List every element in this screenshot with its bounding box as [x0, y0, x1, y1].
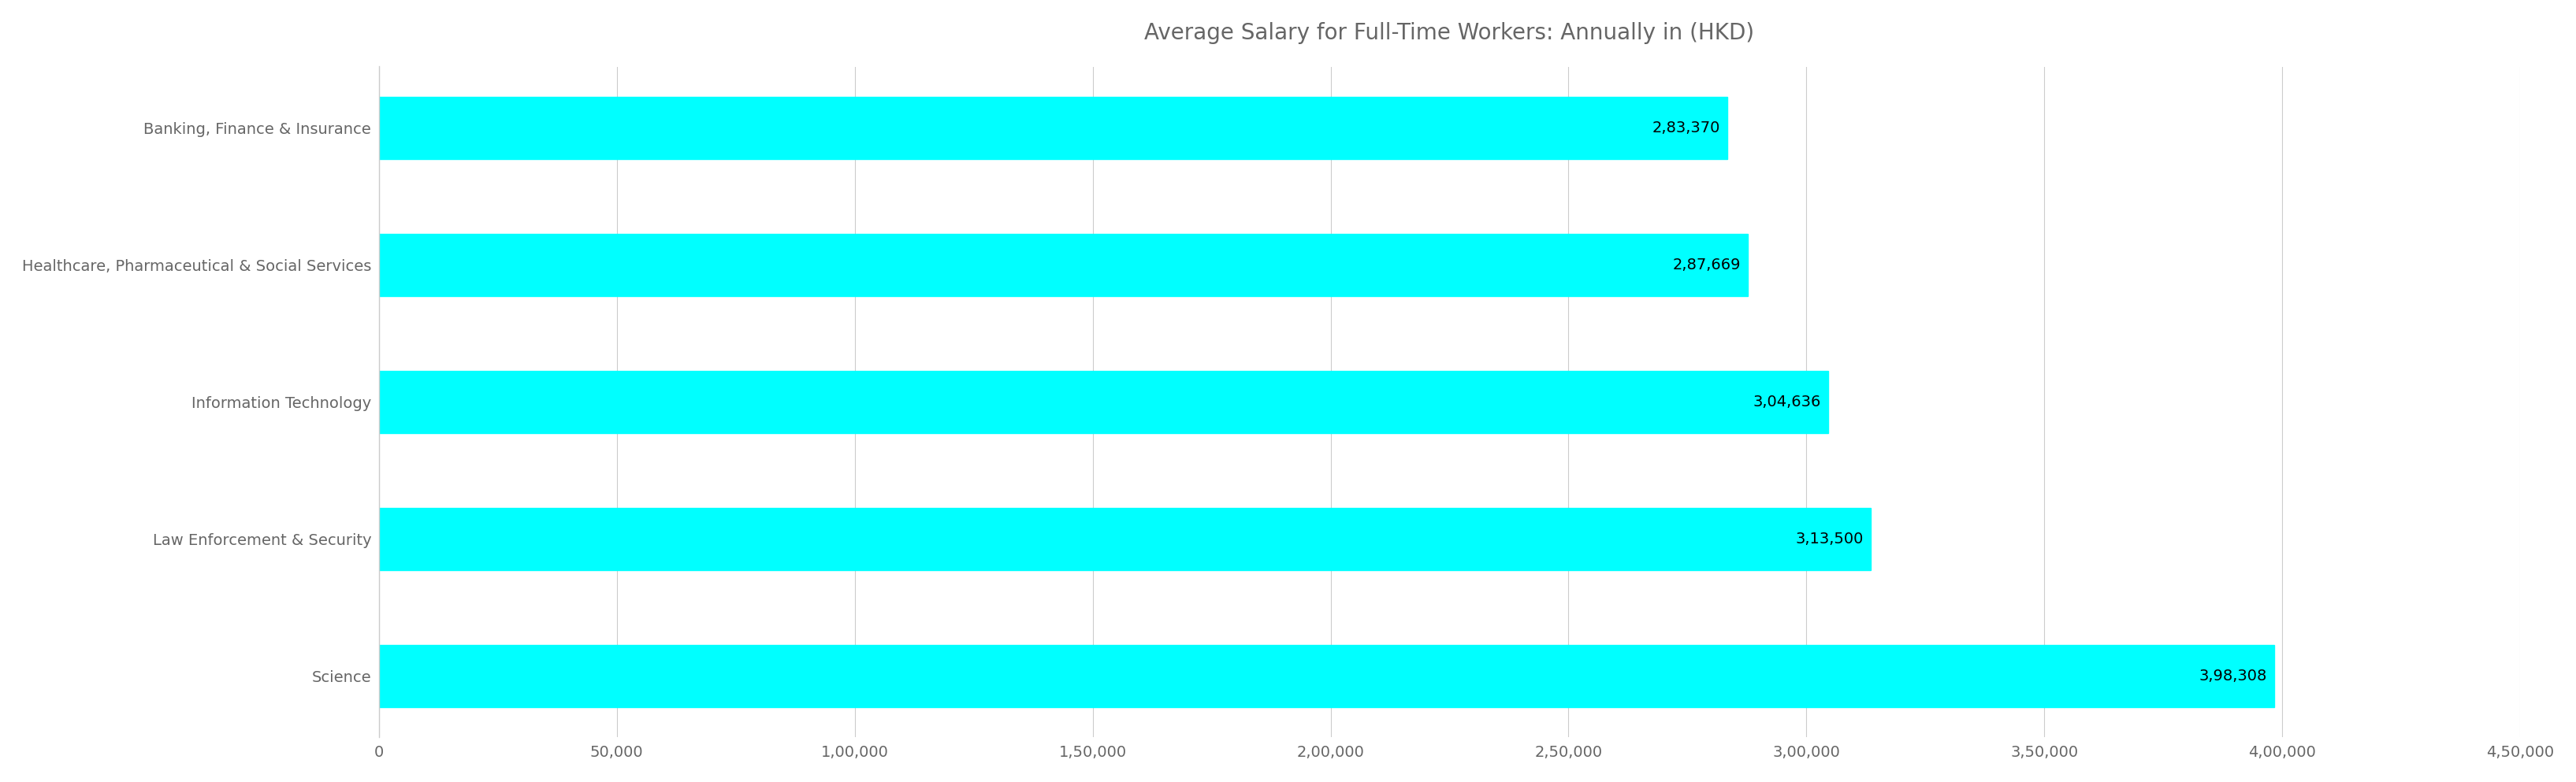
Bar [379, 645, 2275, 707]
Bar [379, 234, 1747, 296]
Text: 3,13,500: 3,13,500 [1795, 532, 1862, 547]
Title: Average Salary for Full-Time Workers: Annually in (HKD): Average Salary for Full-Time Workers: An… [1144, 22, 1754, 44]
Text: 2,87,669: 2,87,669 [1672, 257, 1741, 272]
Text: 3,04,636: 3,04,636 [1754, 395, 1821, 410]
Bar [379, 371, 1829, 433]
Bar [379, 508, 1870, 570]
Bar [379, 97, 1728, 159]
Text: 3,98,308: 3,98,308 [2200, 669, 2267, 683]
Text: 2,83,370: 2,83,370 [1651, 120, 1721, 135]
